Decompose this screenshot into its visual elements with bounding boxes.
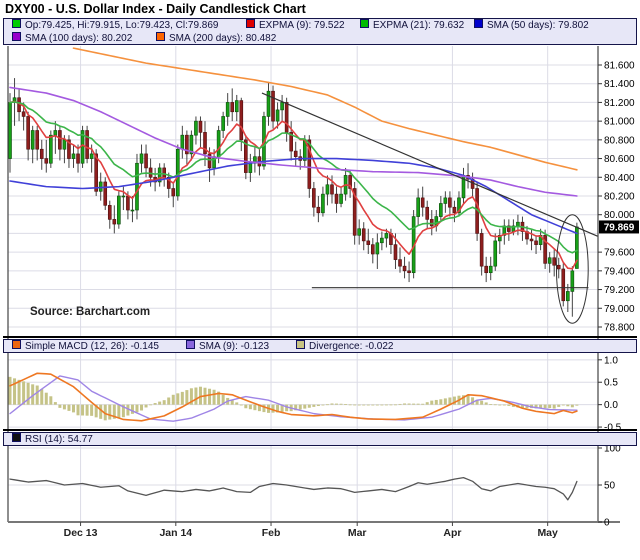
legend-main-label: EXPMA (9): 79.522 bbox=[259, 20, 345, 31]
legend-macd-label: SMA (9): -0.123 bbox=[199, 341, 270, 352]
macd-legend-strip: Simple MACD (12, 26): -0.145 SMA (9): -0.… bbox=[3, 339, 637, 353]
price-tick-label: 81.000 bbox=[604, 117, 635, 128]
legend-rsi-label: RSI (14): 54.77 bbox=[25, 434, 93, 445]
gridlines bbox=[8, 46, 598, 522]
rsi-tick-label: 50 bbox=[604, 481, 616, 492]
moving-averages bbox=[9, 47, 578, 270]
legend-main-label: SMA (50 days): 79.802 bbox=[487, 20, 589, 31]
macd-tick-label: -0.5 bbox=[604, 423, 622, 434]
legend-rsi-swatch-icon bbox=[12, 433, 21, 442]
rsi-tick-label: 0 bbox=[604, 518, 610, 529]
legend-macd-swatch-icon bbox=[296, 340, 305, 349]
panel-separator-macd bbox=[3, 336, 637, 338]
last-price-badge bbox=[599, 220, 639, 234]
legend-main2-item-1: SMA (200 days): 80.482 bbox=[156, 32, 276, 45]
legend-main-item-3: SMA (50 days): 79.802 bbox=[474, 19, 589, 32]
legend-main2-swatch-icon bbox=[156, 32, 165, 41]
price-tick-label: 80.400 bbox=[604, 173, 635, 184]
legend-main-swatch-icon bbox=[360, 19, 369, 28]
axes: 81.600 81.400 81.200 81.000 80.800 80.600 80.4… bbox=[7, 46, 639, 539]
legend-main2-label: SMA (200 days): 80.482 bbox=[169, 33, 277, 44]
legend-macd-swatch-icon bbox=[12, 340, 21, 349]
legend-main-item-1: EXPMA (9): 79.522 bbox=[246, 19, 345, 32]
legend-macd-item-2: Divergence: -0.022 bbox=[296, 340, 394, 353]
legend-main-item-2: EXPMA (21): 79.632 bbox=[360, 19, 464, 32]
legend-rsi-item-0: RSI (14): 54.77 bbox=[12, 433, 93, 446]
price-tick-label: 78.800 bbox=[604, 322, 635, 333]
macd-panel bbox=[8, 372, 579, 422]
candles-layer bbox=[8, 78, 579, 317]
price-tick-label: 79.600 bbox=[604, 248, 635, 259]
main-legend-row-1: Op:79.425, Hi:79.915, Lo:79.423, Cl:79.8… bbox=[4, 19, 636, 32]
price-tick-label: 79.200 bbox=[604, 285, 635, 296]
price-tick-label: 79.000 bbox=[604, 304, 635, 315]
month-label: May bbox=[537, 527, 558, 539]
page-title: DXY00 - U.S. Dollar Index - Daily Candle… bbox=[5, 2, 306, 16]
price-tick-label: 80.200 bbox=[604, 191, 635, 202]
legend-macd-swatch-icon bbox=[186, 340, 195, 349]
legend-macd-label: Simple MACD (12, 26): -0.145 bbox=[25, 341, 159, 352]
month-label: Dec 13 bbox=[64, 527, 98, 539]
legend-main-label: EXPMA (21): 79.632 bbox=[373, 20, 465, 31]
legend-main-item-0: Op:79.425, Hi:79.915, Lo:79.423, Cl:79.8… bbox=[12, 19, 218, 32]
legend-macd-item-0: Simple MACD (12, 26): -0.145 bbox=[12, 340, 159, 353]
macd-tick-label: 1.0 bbox=[604, 355, 618, 366]
legend-main-swatch-icon bbox=[246, 19, 255, 28]
legend-main2-label: SMA (100 days): 80.202 bbox=[25, 33, 133, 44]
legend-macd-label: Divergence: -0.022 bbox=[309, 341, 394, 352]
month-label: Jan 14 bbox=[159, 527, 192, 539]
price-tick-label: 80.000 bbox=[604, 210, 635, 221]
price-tick-label: 80.800 bbox=[604, 135, 635, 146]
last-price-label: 79.869 bbox=[604, 222, 635, 233]
legend-main-swatch-icon bbox=[474, 19, 483, 28]
price-tick-label: 79.400 bbox=[604, 266, 635, 277]
legend-main-swatch-icon bbox=[12, 19, 21, 28]
highlight-ellipse bbox=[555, 214, 589, 324]
month-label: Mar bbox=[348, 527, 367, 539]
legend-macd-item-1: SMA (9): -0.123 bbox=[186, 340, 269, 353]
legend-main2-swatch-icon bbox=[12, 32, 21, 41]
panel-separator-rsi bbox=[3, 429, 637, 431]
macd-tick-label: 0.0 bbox=[604, 400, 618, 411]
price-tick-label: 81.600 bbox=[604, 60, 635, 71]
month-label: Feb bbox=[262, 527, 281, 539]
source-note: Source: Barchart.com bbox=[30, 306, 151, 318]
main-legend-row-2: SMA (100 days): 80.202 SMA (200 days): 80… bbox=[4, 32, 636, 45]
month-label: Apr bbox=[443, 527, 461, 539]
rsi-legend-strip: RSI (14): 54.77 bbox=[3, 432, 637, 446]
legend-main2-item-0: SMA (100 days): 80.202 bbox=[12, 32, 132, 45]
annotations bbox=[261, 92, 598, 324]
price-tick-label: 81.400 bbox=[604, 79, 635, 90]
price-tick-label: 81.200 bbox=[604, 98, 635, 109]
price-tick-label: 80.600 bbox=[604, 154, 635, 165]
macd-tick-label: 0.5 bbox=[604, 378, 618, 389]
legend-main-label: Op:79.425, Hi:79.915, Lo:79.423, Cl:79.8… bbox=[25, 20, 219, 31]
main-legend-strip: Op:79.425, Hi:79.915, Lo:79.423, Cl:79.8… bbox=[3, 18, 637, 45]
rsi-panel bbox=[9, 476, 578, 501]
rsi-tick-label: 100 bbox=[604, 444, 621, 455]
